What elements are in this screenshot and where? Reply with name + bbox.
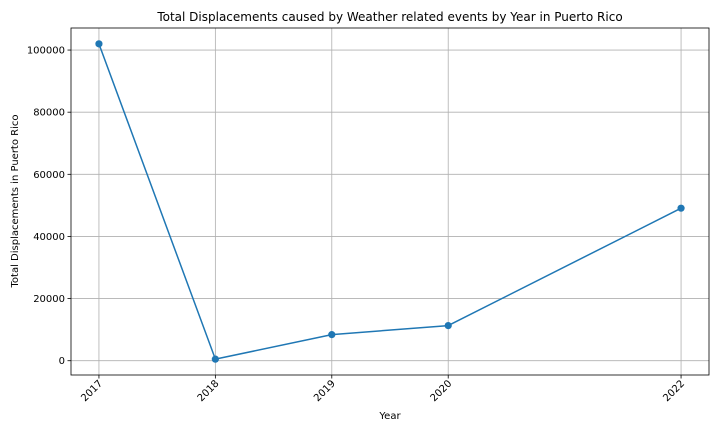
x-tick-label: 2018 [196,378,222,404]
x-tick-label: 2017 [79,378,105,404]
y-tick-label: 80000 [33,108,65,119]
y-axis-title: Total Displacements in Puerto Rico [10,115,21,289]
y-axis: 0 20000 40000 60000 80000 100000 [27,46,71,367]
y-tick-label: 40000 [33,232,65,243]
data-point [677,204,685,212]
y-tick-label: 20000 [33,294,65,305]
x-tick-label: 2020 [429,378,455,404]
series-layer [95,40,685,363]
plot-area [70,27,710,376]
y-tick-label: 100000 [27,46,65,57]
y-tick-label: 0 [59,356,65,367]
data-point [444,322,452,330]
grid [71,28,709,375]
x-tick-label: 2022 [661,378,687,404]
data-point [328,331,336,339]
data-point [95,40,103,48]
x-axis-title: Year [378,411,401,422]
x-axis: 2017 2018 2019 2020 2022 [79,375,687,404]
y-tick-label: 60000 [33,170,65,181]
data-point [211,355,219,363]
series-line [98,43,682,360]
x-tick-label: 2019 [312,378,338,404]
chart-title: Total Displacements caused by Weather re… [156,10,622,24]
